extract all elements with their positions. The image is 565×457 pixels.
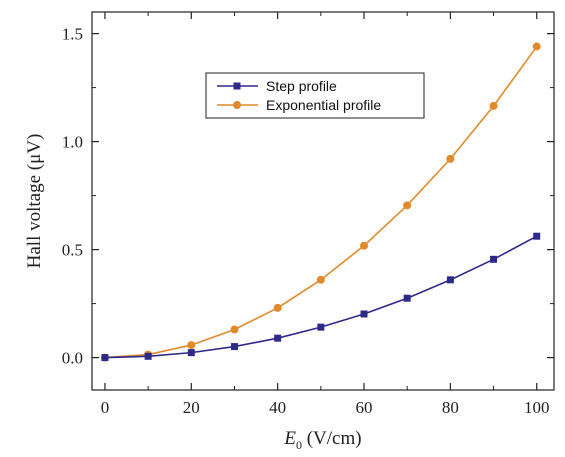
series-layer: [100, 42, 541, 362]
x-axis-title: E0 (V/cm): [283, 428, 361, 452]
data-point-step-profile: [317, 323, 325, 331]
data-point-exponential-profile: [316, 275, 325, 284]
x-tick-label: 100: [524, 398, 550, 417]
legend: Step profile Exponential profile: [205, 72, 425, 119]
data-point-exponential-profile: [187, 341, 196, 350]
data-point-exponential-profile: [230, 325, 239, 334]
data-point-exponential-profile: [403, 201, 412, 210]
x-tick-label: 80: [442, 398, 459, 417]
data-point-exponential-profile: [489, 101, 498, 110]
x-tick-label: 20: [183, 398, 200, 417]
y-tick-label: 0.0: [62, 349, 83, 368]
data-point-step-profile: [230, 343, 238, 351]
data-point-step-profile: [490, 255, 498, 263]
data-point-exponential-profile: [273, 303, 282, 312]
legend-step-label: Step profile: [266, 78, 337, 94]
legend-step-marker: [233, 82, 241, 90]
series-line-step-profile: [104, 235, 538, 359]
data-point-step-profile: [403, 294, 411, 302]
axis-tick-labels: 0 20 40 60 80 100 0.0 0.5 1.0 1.5: [62, 25, 550, 417]
y-tick-label: 0.5: [62, 241, 83, 260]
data-point-step-profile: [446, 276, 454, 284]
legend-box: [205, 72, 425, 119]
axis-ticks: [92, 12, 554, 390]
data-point-exponential-profile: [446, 154, 455, 163]
data-point-exponential-profile: [532, 42, 541, 51]
data-point-step-profile: [187, 349, 195, 357]
data-point-step-profile: [144, 352, 152, 360]
data-point-step-profile: [101, 354, 109, 362]
y-tick-label: 1.5: [62, 25, 83, 44]
data-point-step-profile: [274, 334, 282, 342]
x-tick-label: 60: [356, 398, 373, 417]
data-point-step-profile: [360, 310, 368, 318]
x-tick-label: 0: [101, 398, 110, 417]
data-point-exponential-profile: [360, 241, 369, 250]
plot-frame: [91, 11, 555, 391]
y-axis-title: Hall voltage (μV): [24, 134, 45, 269]
y-tick-label: 1.0: [62, 133, 83, 152]
data-point-step-profile: [533, 232, 541, 240]
legend-exponential-marker: [233, 101, 241, 109]
legend-exponential-label: Exponential profile: [266, 97, 381, 113]
x-tick-label: 40: [269, 398, 286, 417]
